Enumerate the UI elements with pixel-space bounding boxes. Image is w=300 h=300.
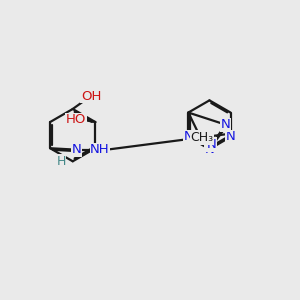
Text: HO: HO: [66, 113, 86, 126]
Text: NH: NH: [90, 143, 110, 156]
Text: CH₃: CH₃: [190, 131, 213, 144]
Text: N: N: [184, 130, 193, 143]
Text: N: N: [207, 138, 216, 151]
Text: N: N: [226, 130, 236, 143]
Text: N: N: [221, 118, 231, 131]
Text: H: H: [56, 155, 66, 168]
Text: N: N: [205, 142, 214, 156]
Text: N: N: [72, 143, 82, 156]
Text: OH: OH: [81, 90, 101, 103]
